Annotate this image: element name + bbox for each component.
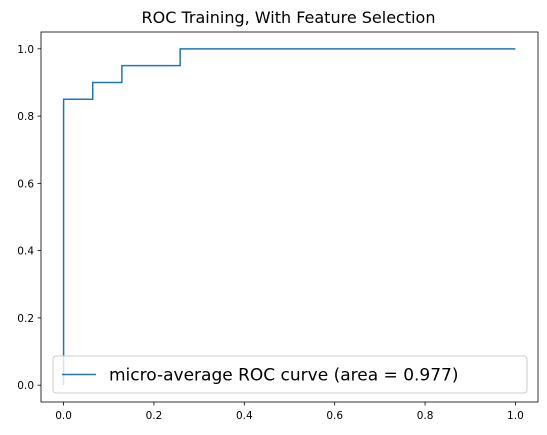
x-tick-label: 0.0 (55, 410, 72, 422)
y-tick-label: 0.2 (17, 313, 34, 325)
y-tick-label: 0.4 (17, 246, 34, 258)
y-tick-label: 1.0 (17, 44, 34, 56)
x-tick-label: 1.0 (507, 410, 524, 422)
x-tick-label: 0.2 (146, 410, 163, 422)
plot-frame (40, 31, 539, 403)
y-tick-label: 0.8 (17, 111, 34, 123)
chart-title: ROC Training, With Feature Selection (142, 8, 436, 27)
legend: micro-average ROC curve (area = 0.977) (52, 355, 528, 394)
x-tick-label: 0.6 (326, 410, 343, 422)
series-layer (62, 48, 516, 386)
y-tick-label: 0.6 (17, 178, 34, 190)
plot-area (40, 31, 539, 403)
roc-curve-line (62, 48, 516, 386)
y-tick-label: 0.0 (17, 380, 34, 392)
legend-label: micro-average ROC curve (area = 0.977) (109, 366, 459, 386)
legend-box (52, 355, 528, 394)
x-axis: 0.0 0.2 0.4 0.6 0.8 1.0 (55, 402, 524, 422)
y-axis: 0.0 0.2 0.4 0.6 0.8 1.0 (17, 44, 41, 392)
x-tick-label: 0.4 (236, 410, 253, 422)
x-tick-label: 0.8 (417, 410, 434, 422)
